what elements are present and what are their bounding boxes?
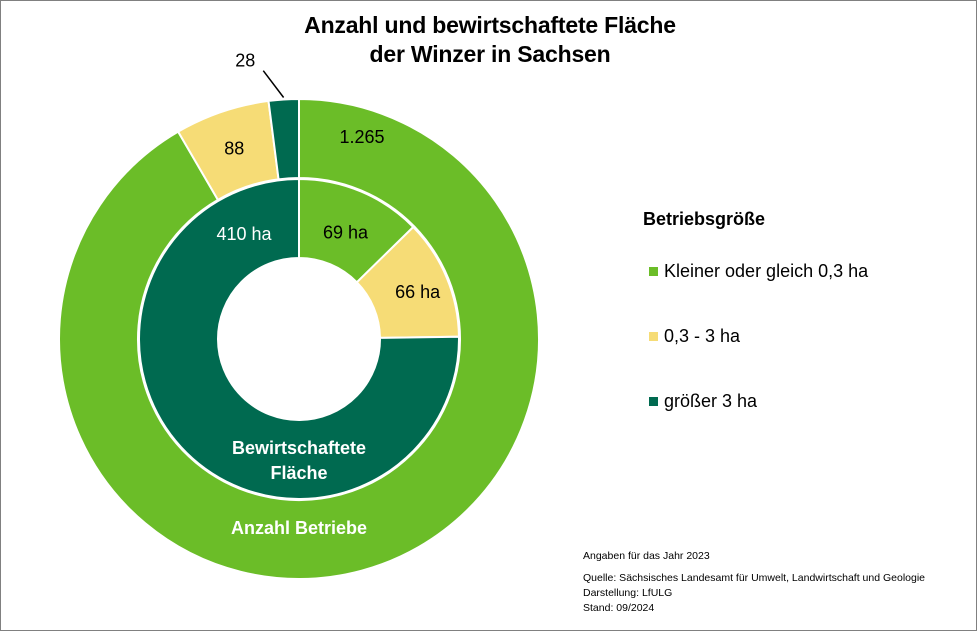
chart-title-line-2: der Winzer in Sachsen [369, 41, 611, 67]
chart-title-line-1: Anzahl und bewirtschaftete Fläche [304, 12, 676, 38]
footnote-year: Angaben für das Jahr 2023 [583, 550, 710, 562]
footnotes: Angaben für das Jahr 2023 Quelle: Sächsi… [583, 549, 925, 616]
legend-item-medium: 0,3 - 3 ha [643, 324, 963, 348]
outer-label-large: 28 [235, 51, 255, 71]
legend-swatch-large [649, 396, 658, 406]
outer-label-small: 1.265 [339, 127, 384, 147]
footnote-source: Quelle: Sächsisches Landesamt für Umwelt… [583, 572, 926, 584]
inner-ring-name-line-1: Bewirtschaftete [232, 438, 366, 458]
inner-ring-name-line-2: Fläche [270, 463, 327, 483]
legend-item-small: Kleiner oder gleich 0,3 ha [643, 259, 963, 283]
footnote-author: Darstellung: LfULG [583, 587, 673, 599]
legend: Betriebsgröße Kleiner oder gleich 0,3 ha… [643, 207, 963, 454]
legend-label-medium: 0,3 - 3 ha [664, 325, 741, 346]
footnote-date: Stand: 09/2024 [583, 602, 655, 614]
inner-slice-large [138, 177, 460, 500]
legend-swatch-medium [649, 331, 658, 341]
inner-label-medium: 66 ha [395, 282, 441, 302]
outer-ring-name: Anzahl Betriebe [231, 518, 367, 538]
legend-label-large: größer 3 ha [664, 390, 758, 411]
legend-title: Betriebsgröße [643, 209, 766, 229]
legend-label-small: Kleiner oder gleich 0,3 ha [664, 260, 869, 281]
inner-label-small: 69 ha [323, 222, 369, 242]
chart-title: Anzahl und bewirtschaftete Fläche der Wi… [221, 11, 759, 69]
inner-label-large: 410 ha [216, 224, 272, 244]
legend-swatch-small [649, 266, 658, 276]
outer-label-medium: 88 [224, 139, 244, 159]
legend-item-large: größer 3 ha [643, 389, 963, 413]
outer-label-leader-line [262, 70, 285, 98]
